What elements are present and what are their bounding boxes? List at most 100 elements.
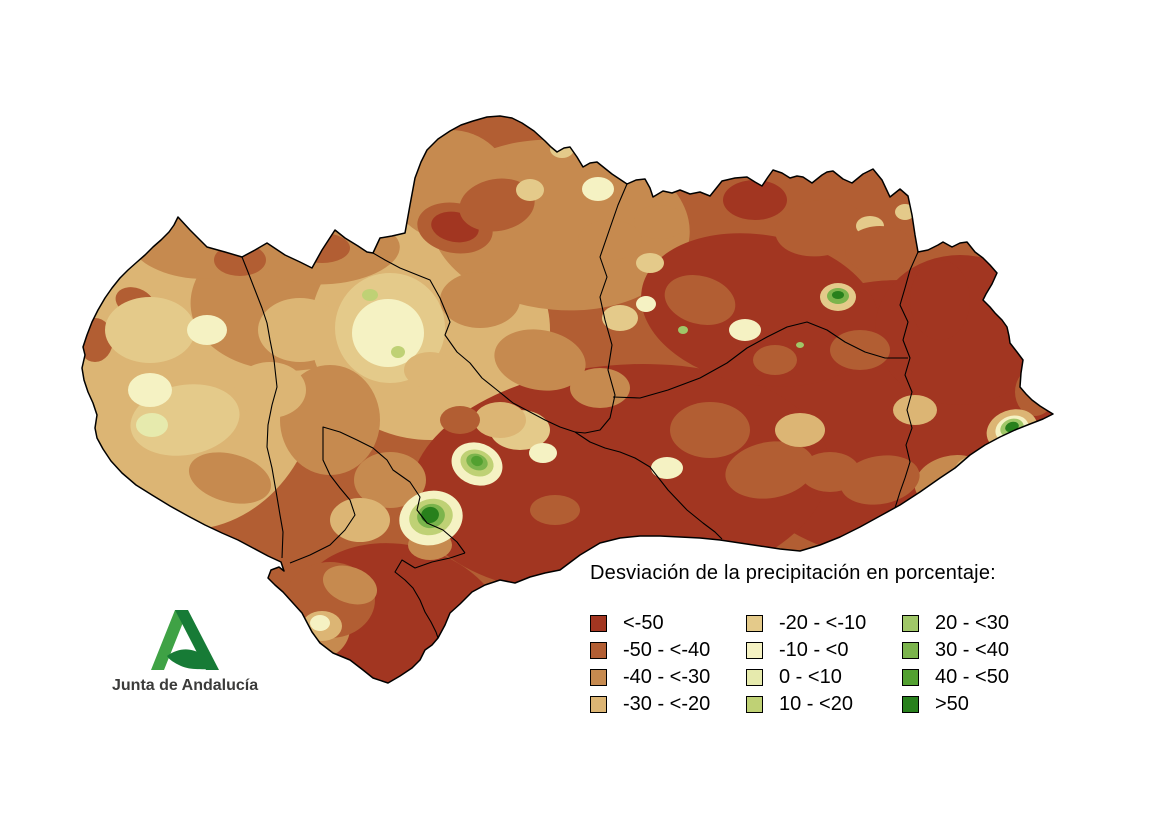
deviation-blob: [440, 406, 480, 434]
junta-logo-text: Junta de Andalucía: [112, 677, 259, 694]
legend-swatch: [590, 696, 607, 713]
deviation-blob: [664, 275, 736, 325]
province-border: [394, 552, 466, 639]
deviation-blob: [187, 315, 227, 345]
legend-label: >50: [935, 693, 969, 715]
deviation-blob: [753, 345, 797, 375]
legend-label: 40 - <50: [935, 666, 1009, 688]
legend-label: -10 - <0: [779, 639, 849, 661]
legend-label: -40 - <-30: [623, 666, 711, 688]
province-border: [612, 321, 908, 399]
legend-item: -40 - <-30: [590, 664, 746, 691]
legend-item: 40 - <50: [902, 664, 1009, 691]
legend-item: 20 - <30: [902, 610, 1009, 637]
deviation-blob: [1028, 368, 1052, 388]
deviation-blob: [775, 199, 865, 257]
legend-column: -20 - <-10 -10 - <0 0 - <10 10 - <20: [746, 610, 902, 718]
legend-item: -10 - <0: [746, 637, 902, 664]
legend-label: 0 - <10: [779, 666, 842, 688]
deviation-blob: [578, 220, 642, 260]
legend-label: 20 - <30: [935, 612, 1009, 634]
deviation-blob: [978, 451, 1002, 469]
legend-swatch: [590, 669, 607, 686]
deviation-blob: [911, 503, 969, 537]
deviation-blob: [796, 342, 804, 348]
legend-label: <-50: [623, 612, 664, 634]
legend-column: <-50 -50 - <-40 -40 - <-30 -30 - <-20: [590, 610, 746, 718]
deviation-blob: [258, 298, 342, 362]
deviation-blob: [690, 164, 710, 180]
deviation-blob: [570, 368, 630, 408]
deviation-blob: [330, 498, 390, 542]
deviation-blob: [404, 352, 456, 388]
legend-swatch: [902, 669, 919, 686]
deviation-blob: [322, 565, 378, 605]
legend-swatch: [902, 615, 919, 632]
deviation-blob: [725, 441, 815, 499]
deviation-blob: [832, 291, 844, 299]
province-border: [372, 252, 576, 433]
deviation-blob: [670, 402, 750, 458]
legend-item: 30 - <40: [902, 637, 1009, 664]
legend-swatch: [590, 615, 607, 632]
deviation-blob: [440, 272, 520, 328]
deviation-blob: [729, 319, 761, 341]
deviation-blob: [775, 413, 825, 447]
legend-item: -30 - <-20: [590, 691, 746, 718]
deviation-blob: [651, 457, 683, 479]
legend-swatch: [746, 642, 763, 659]
legend-item: -50 - <-40: [590, 637, 746, 664]
province-border: [574, 431, 723, 540]
deviation-blob: [471, 455, 483, 467]
deviation-blob: [602, 305, 638, 331]
deviation-blob: [310, 615, 330, 631]
legend-column: 20 - <30 30 - <40 40 - <50 >50: [902, 610, 1009, 718]
deviation-blob: [530, 495, 580, 525]
deviation-blob: [636, 253, 664, 273]
deviation-blob: [678, 326, 688, 334]
legend-label: 10 - <20: [779, 693, 853, 715]
deviation-blob: [634, 205, 686, 239]
deviation-blob: [474, 402, 526, 438]
deviation-blob: [105, 297, 195, 363]
province-border: [574, 183, 628, 434]
province-border: [894, 251, 919, 509]
legend-swatch: [902, 642, 919, 659]
legend-swatch: [746, 615, 763, 632]
deviation-blob: [516, 179, 544, 201]
deviation-blob: [910, 260, 970, 340]
deviation-blob: [723, 180, 787, 220]
legend-item: <-50: [590, 610, 746, 637]
deviation-blob: [391, 346, 405, 358]
deviation-blob: [294, 233, 350, 263]
legend-swatch: [746, 669, 763, 686]
deviation-blob: [136, 413, 168, 437]
province-border: [289, 426, 466, 564]
legend-swatch: [746, 696, 763, 713]
region-outline: [81, 115, 1054, 684]
junta-logo: Junta de Andalucía: [112, 608, 258, 695]
deviation-blob: [354, 452, 426, 508]
deviation-blob: [362, 289, 378, 301]
legend: Desviación de la precipitación en porcen…: [590, 560, 1070, 718]
legend-label: -50 - <-40: [623, 639, 711, 661]
legend-label: -20 - <-10: [779, 612, 867, 634]
legend-label: -30 - <-20: [623, 693, 711, 715]
legend-title: Desviación de la precipitación en porcen…: [590, 562, 996, 584]
deviation-blob: [188, 452, 272, 504]
deviation-blob: [234, 362, 306, 418]
legend-swatch: [590, 642, 607, 659]
deviation-blob: [529, 443, 557, 463]
junta-a-icon: [151, 610, 219, 670]
legend-item: >50: [902, 691, 1009, 718]
deviation-blob: [893, 395, 937, 425]
deviation-blob: [421, 506, 439, 524]
legend-item: 0 - <10: [746, 664, 902, 691]
deviation-blob: [494, 329, 586, 391]
legend-item: 10 - <20: [746, 691, 902, 718]
deviation-blob: [128, 373, 172, 407]
deviation-blob: [845, 226, 915, 274]
province-border: [241, 256, 284, 559]
deviation-blob: [459, 178, 535, 232]
